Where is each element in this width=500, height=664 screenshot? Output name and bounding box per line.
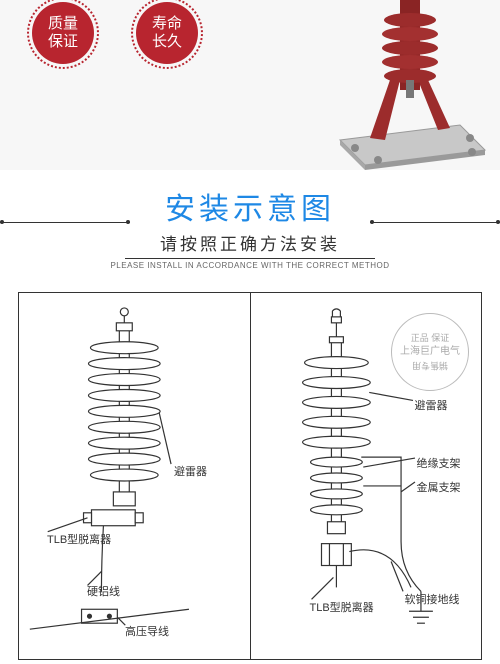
badge-quality-l1: 质量 <box>48 15 78 33</box>
watermark-mid: 上海巨广电气 <box>400 345 460 359</box>
left-svg <box>19 293 250 659</box>
badge-quality: 质量 保证 <box>32 2 94 64</box>
badge-life-l1: 寿命 <box>152 15 182 33</box>
subtitle-cn: 请按照正确方法安装 <box>0 230 500 255</box>
subtitle-en: PLEASE INSTALL IN ACCORDANCE WITH THE CO… <box>0 261 500 270</box>
diagram-left: 避雷器 TLB型脱离器 硬铝线 高压导线 <box>19 293 250 659</box>
watermark-stamp: 正品 保证 上海巨广电气 销售专用 <box>391 313 469 391</box>
title-rule-left <box>0 222 130 223</box>
badge-quality-l2: 保证 <box>48 33 78 51</box>
label-right-arrester: 避雷器 <box>415 397 448 413</box>
diagram-box: 避雷器 TLB型脱离器 硬铝线 高压导线 正品 保证 上海巨广电气 销售专用 <box>18 292 482 660</box>
subtitle-underline <box>125 258 375 259</box>
watermark-top: 正品 保证 <box>411 332 450 345</box>
top-banner: 质量 保证 寿命 长久 <box>0 0 500 170</box>
label-left-tlb: TLB型脱离器 <box>47 531 111 547</box>
label-right-soft-cu: 软铜接地线 <box>405 591 460 607</box>
diagram-right: 正品 保证 上海巨广电气 销售专用 <box>250 293 482 659</box>
label-right-tlb: TLB型脱离器 <box>310 599 374 615</box>
label-right-metal-brkt: 金属支架 <box>417 479 461 495</box>
title-block: 安装示意图 请按照正确方法安装 PLEASE INSTALL IN ACCORD… <box>0 184 500 270</box>
title-main: 安装示意图 <box>165 184 335 228</box>
label-left-arrester: 避雷器 <box>174 463 207 479</box>
label-left-hard-al: 硬铝线 <box>87 583 120 599</box>
watermark-bottom: 销售专用 <box>412 359 448 372</box>
label-left-hv-wire: 高压导线 <box>125 623 169 639</box>
product-photo <box>300 0 490 170</box>
label-right-insul-brkt: 绝缘支架 <box>417 455 461 471</box>
title-rule-right <box>370 222 500 223</box>
badge-life: 寿命 长久 <box>136 2 198 64</box>
badge-life-l2: 长久 <box>152 33 182 51</box>
